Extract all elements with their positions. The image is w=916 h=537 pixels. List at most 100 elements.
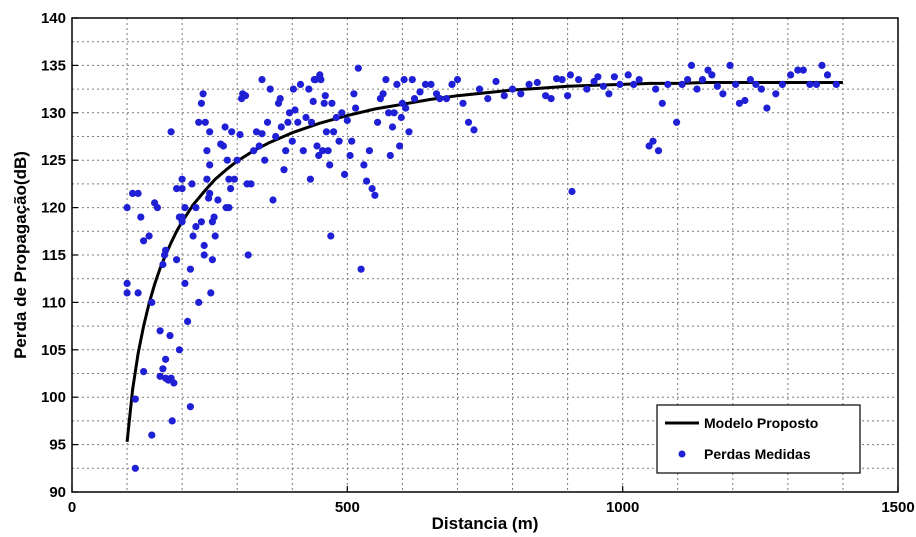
measured-point — [400, 76, 408, 84]
measured-point — [214, 196, 222, 204]
y-tick-label: 90 — [49, 484, 66, 501]
measured-point — [170, 379, 178, 387]
measured-point — [206, 189, 214, 197]
measured-point — [207, 289, 215, 297]
legend-marker-swatch — [678, 450, 686, 458]
measured-point — [148, 298, 156, 306]
measured-point — [645, 142, 653, 150]
measured-point — [448, 80, 456, 88]
measured-point — [173, 185, 181, 193]
measured-point — [599, 82, 608, 90]
x-tick-label: 0 — [68, 499, 76, 516]
measured-point — [719, 90, 727, 98]
measured-point — [338, 109, 346, 117]
measured-point — [799, 66, 807, 74]
measured-point — [221, 123, 229, 131]
legend: Modelo Proposto Perdas Medidas — [656, 404, 861, 474]
measured-point — [568, 187, 576, 196]
measured-point — [206, 161, 214, 169]
x-tick-label: 1000 — [606, 499, 639, 516]
measured-point — [263, 118, 272, 126]
measured-point — [421, 80, 430, 88]
measured-point — [167, 128, 175, 136]
measured-point — [396, 142, 404, 150]
measured-point — [832, 80, 840, 88]
measured-point — [184, 317, 192, 325]
measured-point — [206, 128, 214, 136]
measured-point — [162, 246, 170, 254]
measured-point — [352, 104, 360, 112]
measured-point — [223, 156, 231, 164]
measured-point — [178, 218, 186, 226]
measured-point — [533, 78, 541, 87]
measured-point — [757, 85, 766, 93]
measured-point — [321, 92, 329, 100]
x-axis-label: Distancia (m) — [432, 514, 539, 533]
measured-point — [678, 80, 686, 88]
measured-point — [255, 142, 263, 150]
measured-point — [324, 147, 332, 155]
measured-point — [123, 279, 131, 287]
measured-point — [197, 218, 205, 226]
measured-point — [332, 113, 340, 122]
measured-point — [693, 85, 701, 93]
measured-point — [289, 85, 297, 93]
measured-point — [200, 251, 208, 259]
measured-point — [203, 147, 211, 155]
measured-point — [343, 116, 351, 124]
measured-point — [726, 61, 734, 69]
measured-point — [427, 80, 435, 88]
measured-point — [280, 166, 288, 174]
measured-point — [284, 118, 292, 126]
measured-point — [188, 180, 196, 188]
measured-point — [140, 368, 148, 376]
measured-point — [225, 175, 233, 183]
measured-point — [500, 92, 508, 100]
measured-point — [258, 76, 266, 84]
measured-point — [558, 76, 566, 84]
measured-point — [583, 85, 591, 93]
measured-point — [542, 92, 550, 100]
measured-point — [266, 85, 274, 93]
y-axis-label: Perda de Propagação(dB) — [11, 151, 30, 359]
measured-point — [459, 99, 467, 107]
measured-point — [153, 204, 161, 212]
measured-point — [610, 73, 619, 81]
measured-point — [159, 365, 167, 373]
measured-point — [294, 118, 302, 126]
measured-point — [741, 96, 749, 105]
measured-point — [365, 147, 373, 155]
measured-point — [708, 71, 716, 79]
measured-point — [189, 232, 197, 240]
measured-point — [379, 90, 387, 98]
measured-point — [368, 185, 376, 193]
measured-point — [658, 99, 666, 107]
measured-point — [346, 151, 354, 160]
measured-point — [241, 92, 250, 100]
measured-point — [225, 204, 233, 212]
measured-point — [517, 90, 525, 98]
measured-point — [328, 99, 336, 107]
y-tick-label: 100 — [41, 389, 66, 406]
measured-point — [348, 137, 356, 145]
measured-point — [197, 99, 205, 107]
measured-point — [374, 118, 382, 126]
measured-point — [131, 464, 139, 472]
measured-point — [405, 128, 413, 136]
y-tick-label: 135 — [41, 57, 66, 74]
measured-point — [354, 64, 362, 72]
x-tick-label: 1500 — [881, 499, 914, 516]
measured-point — [276, 95, 284, 103]
measured-point — [269, 196, 277, 204]
measured-point — [616, 80, 624, 88]
measured-point — [315, 151, 323, 160]
legend-box — [656, 404, 861, 474]
measured-point — [735, 99, 744, 107]
measured-point — [192, 223, 200, 231]
measured-point — [371, 191, 379, 199]
measured-point — [309, 97, 317, 105]
measured-point — [652, 85, 660, 93]
measured-point — [566, 71, 575, 79]
measured-point — [192, 204, 200, 212]
measured-point — [123, 204, 131, 212]
